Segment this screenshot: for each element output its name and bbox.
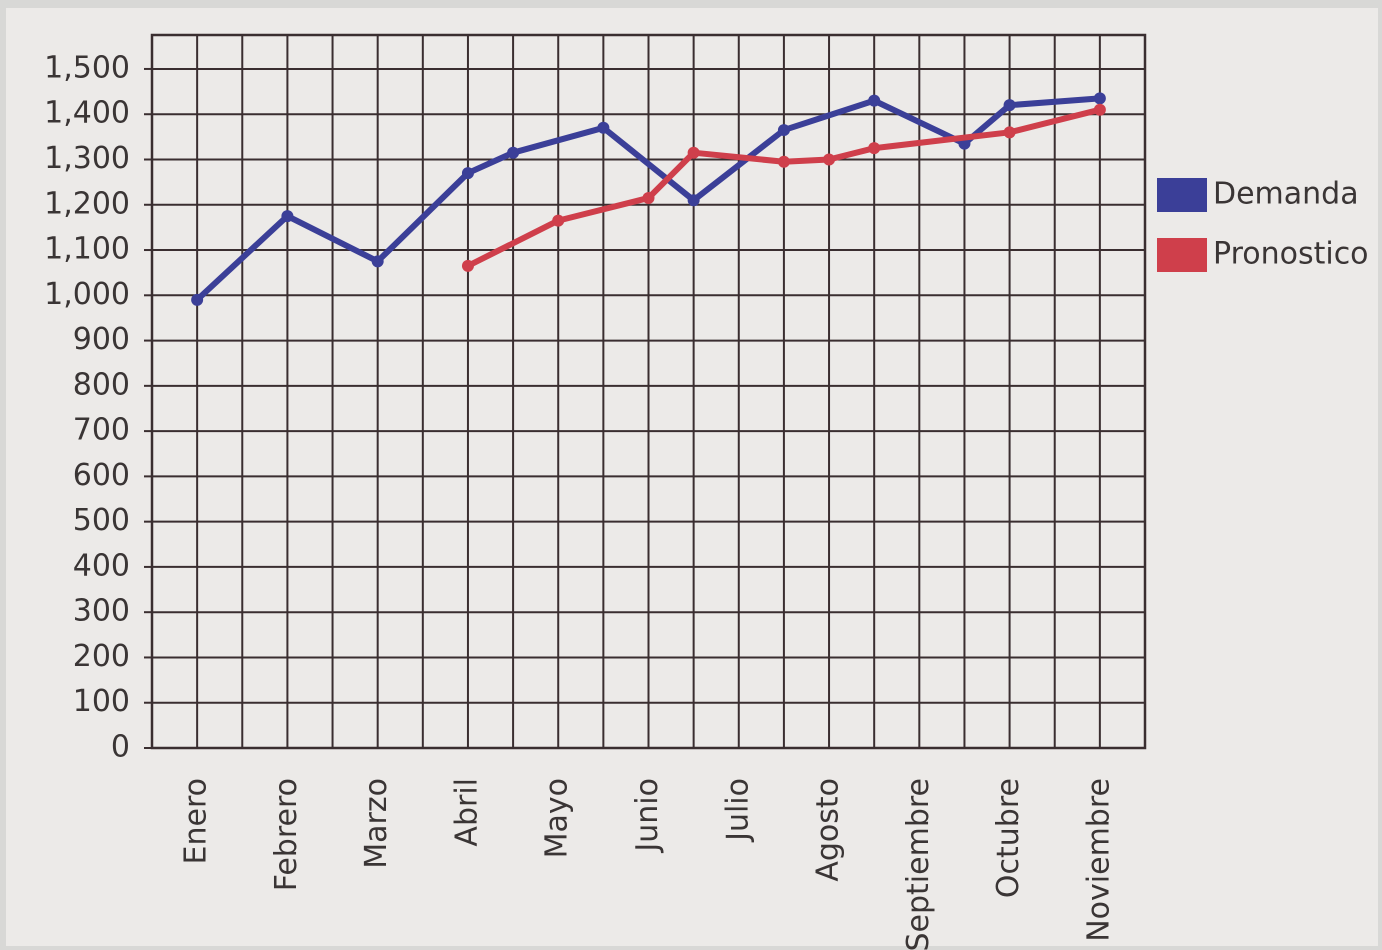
point [868, 95, 880, 107]
y-tick-label: 1,400 [44, 96, 130, 131]
point [868, 142, 880, 154]
legend-swatch [1157, 238, 1207, 272]
point [462, 260, 474, 272]
y-tick-label: 600 [73, 458, 130, 493]
x-tick-label: Octubre [991, 778, 1026, 898]
y-tick-label: 0 [111, 730, 130, 765]
point [778, 124, 790, 136]
point [1094, 104, 1106, 116]
legend-label: Pronostico [1213, 237, 1369, 272]
point [507, 147, 519, 159]
point [281, 210, 293, 222]
point [462, 167, 474, 179]
point [1004, 126, 1016, 138]
x-tick-label: Julio [720, 778, 755, 843]
y-tick-label: 800 [73, 367, 130, 402]
point [1004, 99, 1016, 111]
y-tick-label: 1,300 [44, 141, 130, 176]
y-tick-label: 1,100 [44, 232, 130, 267]
point [643, 192, 655, 204]
y-tick-label: 1,500 [44, 50, 130, 85]
point [191, 294, 203, 306]
x-tick-label: Mayo [540, 778, 575, 858]
point [597, 122, 609, 134]
point [823, 153, 835, 165]
y-tick-label: 1,200 [44, 186, 130, 221]
point [688, 147, 700, 159]
point [372, 255, 384, 267]
point [552, 215, 564, 227]
x-tick-label: Febrero [269, 778, 304, 891]
point [688, 194, 700, 206]
x-tick-label: Junio [630, 778, 665, 854]
legend-swatch [1157, 178, 1207, 212]
y-tick-label: 900 [73, 322, 130, 357]
x-tick-label: Enero [179, 778, 214, 864]
y-tick-label: 500 [73, 503, 130, 538]
legend-label: Demanda [1213, 177, 1359, 212]
x-tick-label: Agosto [811, 778, 846, 882]
point [1094, 92, 1106, 104]
x-tick-label: Abril [449, 778, 484, 847]
point [778, 156, 790, 168]
x-tick-label: Marzo [359, 778, 394, 869]
y-tick-label: 1,000 [44, 277, 130, 312]
x-tick-label: Septiembre [901, 778, 936, 950]
x-tick-label: Noviembre [1081, 778, 1116, 942]
y-tick-label: 400 [73, 548, 130, 583]
y-tick-label: 100 [73, 684, 130, 719]
y-tick-label: 300 [73, 594, 130, 629]
y-tick-label: 200 [73, 639, 130, 674]
y-tick-label: 700 [73, 413, 130, 448]
chart: 0 100 200 300 400 500 600 700 800 900 1,000 1,100 1,… [0, 0, 1382, 950]
